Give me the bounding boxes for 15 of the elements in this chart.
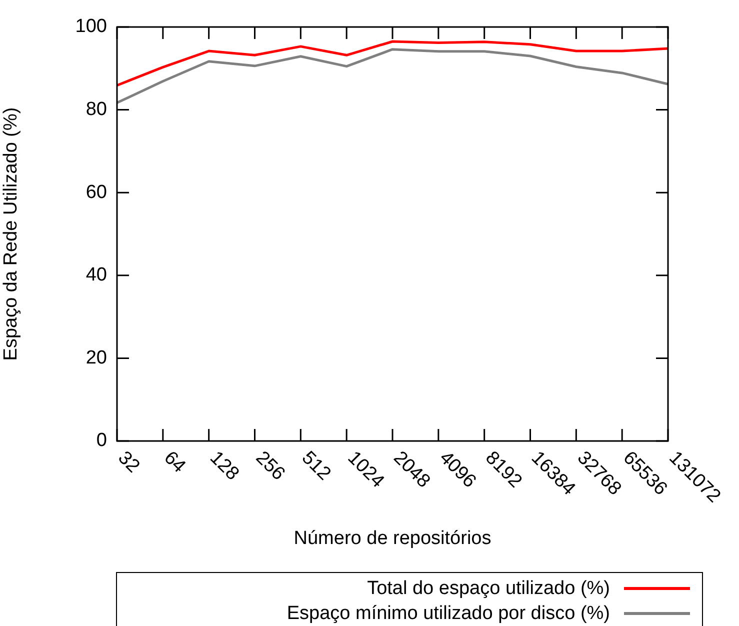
y-tick-label: 100 [75,16,107,38]
x-tick-label: 128 [206,447,243,485]
x-tick-label: 32 [114,447,144,478]
y-tick-label: 60 [86,182,107,203]
legend-label: Espaço mínimo utilizado por disco (%) [286,602,610,624]
y-tick-label: 20 [86,347,107,368]
x-tick-label: 64 [160,447,190,478]
y-tick-label: 0 [96,430,107,452]
legend-label: Total do espaço utilizado (%) [367,578,610,600]
x-tick-label: 512 [297,447,335,485]
y-tick-label: 40 [86,264,107,286]
y-tick-label: 80 [86,99,107,120]
x-tick-label: 256 [252,447,289,485]
x-axis-title: Número de repositórios [294,528,492,549]
y-axis-title: Espaço da Rede Utilizado (%) [0,107,22,361]
